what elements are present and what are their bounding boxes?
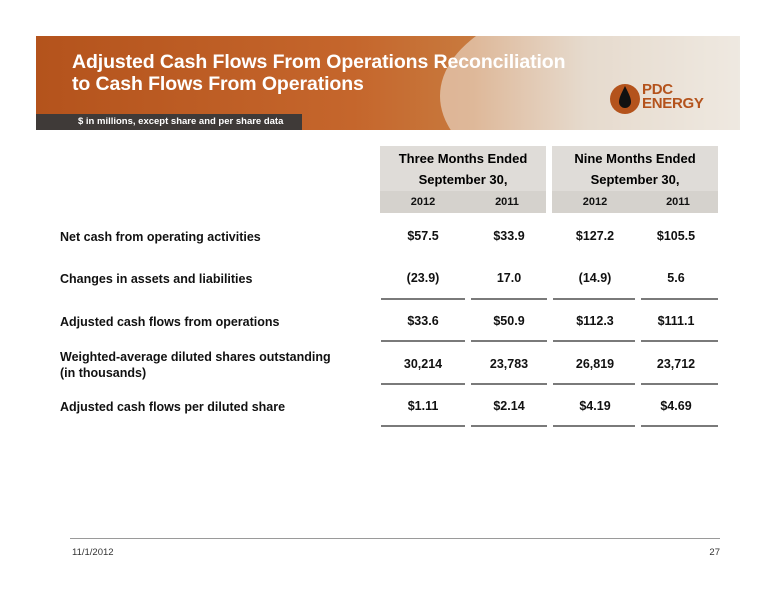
subtitle: $ in millions, except share and per shar… (78, 116, 284, 127)
table-cell: $4.69 (660, 399, 692, 413)
row-divider (381, 340, 465, 342)
table-cell: 5.6 (667, 271, 685, 285)
logo-text-pdc: PDC (642, 81, 673, 98)
row-divider (381, 298, 465, 300)
year-header: 2011 (666, 196, 690, 208)
table-cell: $111.1 (657, 314, 695, 328)
row-divider (553, 383, 635, 385)
table-cell: $127.2 (575, 229, 615, 243)
pdc-energy-logo: PDC ENERGY (610, 80, 720, 120)
table-cell: $4.19 (579, 399, 611, 413)
row-divider (553, 298, 635, 300)
row-divider (381, 425, 465, 427)
footer-divider (70, 538, 720, 539)
row-divider (553, 340, 635, 342)
row-divider (553, 425, 635, 427)
table-cell: $112.3 (576, 314, 614, 328)
row-label: Adjusted cash flows per diluted share (60, 400, 286, 414)
page-title: Adjusted Cash Flows From Operations Reco… (72, 51, 612, 95)
row-label: Adjusted cash flows from operations (60, 315, 280, 329)
table-cell: $33.6 (407, 314, 439, 328)
table-cell: $1.11 (407, 399, 439, 413)
row-divider (471, 298, 547, 300)
row-divider (641, 383, 718, 385)
row-divider (471, 383, 547, 385)
table-cell: $105.5 (656, 229, 696, 243)
table-cell: (14.9) (578, 271, 612, 285)
row-label-multiline: Weighted-average diluted shares outstand… (60, 349, 331, 381)
row-divider (641, 298, 718, 300)
logo-text-energy: ENERGY (642, 95, 704, 112)
row-divider (641, 425, 718, 427)
year-header: 2012 (582, 196, 608, 208)
table-cell: (23.9) (406, 271, 440, 285)
table-cell: $57.5 (407, 229, 439, 243)
group-subheader-nine-months: September 30, (552, 168, 718, 191)
group-subheader-three-months: September 30, (380, 168, 546, 191)
row-divider (471, 340, 547, 342)
table-cell: $2.14 (493, 399, 525, 413)
year-header: 2012 (410, 196, 436, 208)
table-cell: 17.0 (496, 271, 522, 285)
row-label: Net cash from operating activities (60, 230, 261, 244)
row-divider (641, 340, 718, 342)
table-cell: $33.9 (493, 229, 525, 243)
table-cell: 23,783 (489, 357, 529, 371)
row-divider (471, 425, 547, 427)
table-cell: 26,819 (575, 357, 615, 371)
group-header-three-months: Three Months Ended (380, 146, 546, 171)
header-swoosh (440, 36, 740, 130)
group-header-nine-months: Nine Months Ended (552, 146, 718, 171)
title-line-1: Adjusted Cash Flows From Operations Reco… (72, 51, 566, 73)
page-number: 27 (709, 547, 720, 558)
table-cell: 23,712 (656, 357, 696, 371)
table-cell: 30,214 (403, 357, 443, 371)
subtitle-bar (36, 114, 302, 130)
row-label-line-1: Weighted-average diluted shares outstand… (60, 350, 331, 364)
row-divider (381, 383, 465, 385)
row-label-line-2: (in thousands) (60, 366, 147, 380)
year-header: 2011 (495, 196, 519, 208)
row-label: Changes in assets and liabilities (60, 272, 253, 286)
table-cell: $50.9 (493, 314, 525, 328)
year-header-band-nine-months (552, 191, 718, 213)
title-line-2: to Cash Flows From Operations (72, 73, 364, 95)
oil-drop-icon (610, 84, 640, 114)
year-header-band-three-months (380, 191, 546, 213)
footer-date: 11/1/2012 (72, 547, 114, 558)
